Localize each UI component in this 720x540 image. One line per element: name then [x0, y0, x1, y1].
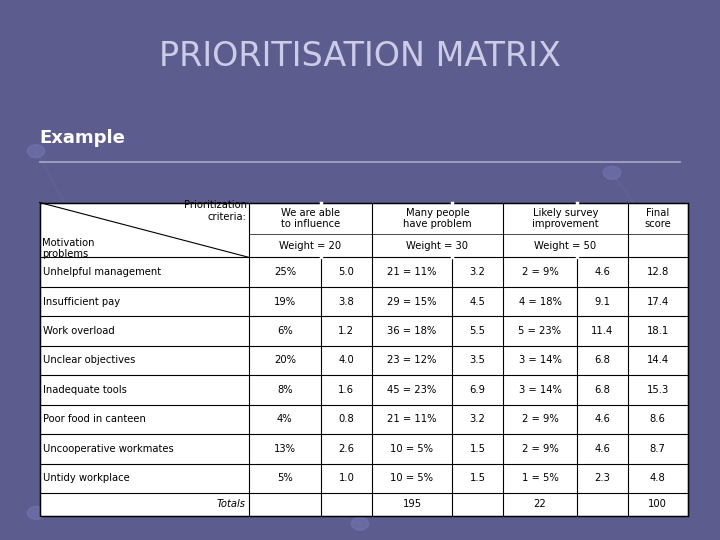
Text: 8.6: 8.6 [649, 414, 665, 424]
Text: PRIORITISATION MATRIX: PRIORITISATION MATRIX [159, 40, 561, 73]
Text: 3 = 14%: 3 = 14% [518, 355, 562, 366]
Text: 12.8: 12.8 [647, 267, 669, 277]
Text: 5.0: 5.0 [338, 267, 354, 277]
Text: Totals: Totals [217, 500, 246, 509]
Text: 20%: 20% [274, 355, 296, 366]
Text: 45 = 23%: 45 = 23% [387, 385, 436, 395]
Text: 3.2: 3.2 [469, 267, 485, 277]
Text: 29 = 15%: 29 = 15% [387, 296, 437, 307]
Text: Weight = 30: Weight = 30 [406, 241, 469, 251]
Text: 1.6: 1.6 [338, 385, 354, 395]
Text: 9.1: 9.1 [594, 296, 611, 307]
Text: 22: 22 [534, 500, 546, 509]
Text: 15.3: 15.3 [647, 385, 669, 395]
Text: 195: 195 [402, 500, 421, 509]
Text: 3.5: 3.5 [469, 355, 485, 366]
Text: 4.0: 4.0 [338, 355, 354, 366]
Text: 4.8: 4.8 [649, 474, 665, 483]
Text: 3.8: 3.8 [338, 296, 354, 307]
Text: 0.8: 0.8 [338, 414, 354, 424]
Text: 11.4: 11.4 [591, 326, 613, 336]
Text: 6.8: 6.8 [594, 385, 611, 395]
Text: Many people
have problem: Many people have problem [403, 207, 472, 229]
Text: 1.5: 1.5 [469, 444, 485, 454]
Text: Likely survey
improvement: Likely survey improvement [532, 207, 599, 229]
Text: Work overload: Work overload [43, 326, 115, 336]
Text: Prioritization
criteria:: Prioritization criteria: [184, 200, 247, 222]
Text: Weight = 20: Weight = 20 [279, 241, 341, 251]
Text: 6%: 6% [277, 326, 293, 336]
Text: 25%: 25% [274, 267, 296, 277]
Text: Uncooperative workmates: Uncooperative workmates [43, 444, 174, 454]
Text: Motivation
problems: Motivation problems [42, 238, 94, 260]
Text: Untidy workplace: Untidy workplace [43, 474, 130, 483]
Text: 17.4: 17.4 [647, 296, 669, 307]
Text: Example: Example [40, 129, 125, 147]
Text: 18.1: 18.1 [647, 326, 669, 336]
Text: 19%: 19% [274, 296, 296, 307]
Text: 4 = 18%: 4 = 18% [518, 296, 562, 307]
Text: 1.2: 1.2 [338, 326, 354, 336]
Text: 21 = 11%: 21 = 11% [387, 414, 437, 424]
Text: 4.6: 4.6 [594, 444, 611, 454]
Text: Final
score: Final score [644, 207, 671, 229]
Text: 2 = 9%: 2 = 9% [521, 444, 558, 454]
Text: 5%: 5% [277, 474, 293, 483]
Text: 4.6: 4.6 [594, 267, 611, 277]
Text: 1 = 5%: 1 = 5% [521, 474, 558, 483]
Text: 8.7: 8.7 [649, 444, 665, 454]
Text: Inadequate tools: Inadequate tools [43, 385, 127, 395]
Text: 36 = 18%: 36 = 18% [387, 326, 436, 336]
Text: 6.9: 6.9 [469, 385, 485, 395]
Text: 4.6: 4.6 [594, 414, 611, 424]
Text: 1.0: 1.0 [338, 474, 354, 483]
Text: 4%: 4% [277, 414, 292, 424]
Text: 10 = 5%: 10 = 5% [390, 474, 433, 483]
Text: 100: 100 [648, 500, 667, 509]
Text: Weight = 50: Weight = 50 [534, 241, 596, 251]
Text: Insufficient pay: Insufficient pay [43, 296, 120, 307]
Text: 3.2: 3.2 [469, 414, 485, 424]
Text: 2 = 9%: 2 = 9% [521, 267, 558, 277]
Text: 14.4: 14.4 [647, 355, 669, 366]
Text: 2 = 9%: 2 = 9% [521, 414, 558, 424]
Text: 10 = 5%: 10 = 5% [390, 444, 433, 454]
Text: 1.5: 1.5 [469, 474, 485, 483]
Text: 6.8: 6.8 [594, 355, 611, 366]
Text: 13%: 13% [274, 444, 296, 454]
Text: 23 = 12%: 23 = 12% [387, 355, 437, 366]
Text: 2.6: 2.6 [338, 444, 354, 454]
Text: 2.3: 2.3 [594, 474, 611, 483]
Text: 4.5: 4.5 [469, 296, 485, 307]
Text: 3 = 14%: 3 = 14% [518, 385, 562, 395]
Text: 8%: 8% [277, 385, 292, 395]
Text: Poor food in canteen: Poor food in canteen [43, 414, 146, 424]
Text: We are able
to influence: We are able to influence [281, 207, 340, 229]
Text: 21 = 11%: 21 = 11% [387, 267, 437, 277]
Text: Unhelpful management: Unhelpful management [43, 267, 161, 277]
Text: Unclear objectives: Unclear objectives [43, 355, 135, 366]
Text: 5 = 23%: 5 = 23% [518, 326, 562, 336]
Text: 5.5: 5.5 [469, 326, 485, 336]
